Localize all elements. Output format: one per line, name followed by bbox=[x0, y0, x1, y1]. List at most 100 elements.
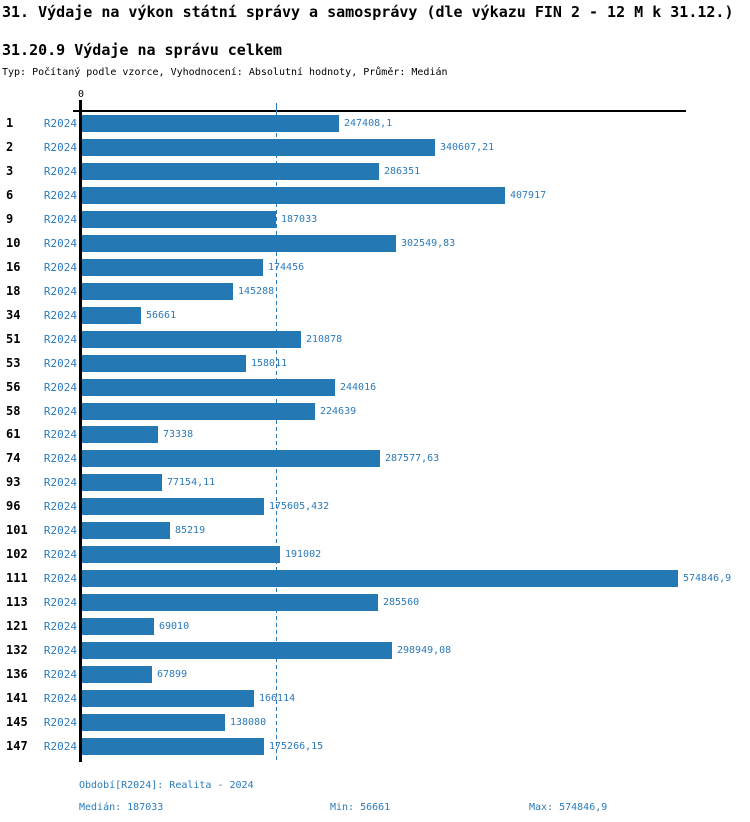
bar bbox=[82, 163, 379, 180]
bar bbox=[82, 714, 225, 731]
bar-value-label: 77154,11 bbox=[167, 477, 216, 488]
chart-row: 58 R2024 224639 bbox=[0, 403, 750, 420]
bar bbox=[82, 331, 301, 348]
bar-value-label: 287577,63 bbox=[385, 453, 440, 464]
bar bbox=[82, 187, 505, 204]
bar-value-label: 166114 bbox=[259, 693, 296, 704]
median-stat-label: Medián: 187033 bbox=[79, 802, 164, 813]
chart-row: 111 R2024 574846,9 bbox=[0, 570, 750, 587]
period-label: Období[R2024]: Realita - 2024 bbox=[79, 780, 254, 791]
row-series-label: R2024 bbox=[43, 620, 77, 633]
row-category-label: 101 bbox=[6, 523, 28, 537]
row-category-label: 2 bbox=[6, 140, 14, 154]
row-category-label: 1 bbox=[6, 116, 14, 130]
row-category-label: 132 bbox=[6, 643, 28, 657]
chart-row: 132 R2024 298949,08 bbox=[0, 642, 750, 659]
bar-value-label: 85219 bbox=[175, 525, 206, 536]
min-stat-label: Min: 56661 bbox=[330, 802, 391, 813]
bar-value-label: 302549,83 bbox=[401, 238, 456, 249]
bar bbox=[82, 642, 392, 659]
bar-value-label: 244016 bbox=[340, 382, 377, 393]
bar-value-label: 224639 bbox=[320, 406, 357, 417]
bar-value-label: 56661 bbox=[146, 310, 177, 321]
bar-value-label: 298949,08 bbox=[397, 645, 452, 656]
row-series-label: R2024 bbox=[43, 141, 77, 154]
bar bbox=[82, 474, 162, 491]
chart-row: 3 R2024 286351 bbox=[0, 163, 750, 180]
row-series-label: R2024 bbox=[43, 285, 77, 298]
bar-value-label: 340607,21 bbox=[440, 142, 495, 153]
median-dashed-line bbox=[276, 112, 277, 762]
row-category-label: 113 bbox=[6, 595, 28, 609]
row-category-label: 6 bbox=[6, 188, 14, 202]
bar-value-label: 175266,15 bbox=[269, 741, 324, 752]
row-series-label: R2024 bbox=[43, 476, 77, 489]
row-category-label: 145 bbox=[6, 715, 28, 729]
chart-row: 147 R2024 175266,15 bbox=[0, 738, 750, 755]
row-series-label: R2024 bbox=[43, 357, 77, 370]
chart-row: 34 R2024 56661 bbox=[0, 307, 750, 324]
row-series-label: R2024 bbox=[43, 405, 77, 418]
row-series-label: R2024 bbox=[43, 524, 77, 537]
row-series-label: R2024 bbox=[43, 692, 77, 705]
chart-row: 96 R2024 175605,432 bbox=[0, 498, 750, 515]
chart-row: 9 R2024 187033 bbox=[0, 211, 750, 228]
chart-row: 16 R2024 174456 bbox=[0, 259, 750, 276]
chart-row: 136 R2024 67899 bbox=[0, 666, 750, 683]
row-category-label: 102 bbox=[6, 547, 28, 561]
row-category-label: 141 bbox=[6, 691, 28, 705]
bar bbox=[82, 379, 335, 396]
indicator-meta: Typ: Počítaný podle vzorce, Vyhodnocení:… bbox=[2, 67, 448, 78]
row-series-label: R2024 bbox=[43, 117, 77, 130]
chart-row: 18 R2024 145288 bbox=[0, 283, 750, 300]
chart-row: 113 R2024 285560 bbox=[0, 594, 750, 611]
chart-row: 51 R2024 210878 bbox=[0, 331, 750, 348]
row-series-label: R2024 bbox=[43, 261, 77, 274]
y-axis-zero-line bbox=[79, 100, 82, 762]
bar bbox=[82, 115, 339, 132]
row-series-label: R2024 bbox=[43, 333, 77, 346]
bar bbox=[82, 450, 380, 467]
chart-row: 93 R2024 77154,11 bbox=[0, 474, 750, 491]
row-category-label: 18 bbox=[6, 284, 21, 298]
bar-value-label: 174456 bbox=[268, 262, 305, 273]
row-series-label: R2024 bbox=[43, 644, 77, 657]
row-category-label: 56 bbox=[6, 380, 21, 394]
row-category-label: 58 bbox=[6, 404, 21, 418]
bar bbox=[82, 690, 254, 707]
row-series-label: R2024 bbox=[43, 596, 77, 609]
row-category-label: 34 bbox=[6, 308, 21, 322]
row-series-label: R2024 bbox=[43, 381, 77, 394]
bar bbox=[82, 522, 170, 539]
row-category-label: 147 bbox=[6, 739, 28, 753]
chart-row: 10 R2024 302549,83 bbox=[0, 235, 750, 252]
max-stat-label: Max: 574846,9 bbox=[529, 802, 608, 813]
row-series-label: R2024 bbox=[43, 165, 77, 178]
chart-row: 141 R2024 166114 bbox=[0, 690, 750, 707]
bar bbox=[82, 666, 152, 683]
row-series-label: R2024 bbox=[43, 213, 77, 226]
bar-value-label: 210878 bbox=[306, 334, 343, 345]
bar bbox=[82, 307, 141, 324]
row-category-label: 10 bbox=[6, 236, 21, 250]
row-series-label: R2024 bbox=[43, 237, 77, 250]
axis-zero-label: 0 bbox=[77, 89, 85, 100]
bar-value-label: 191002 bbox=[285, 549, 322, 560]
row-series-label: R2024 bbox=[43, 740, 77, 753]
bar-value-label: 69010 bbox=[159, 621, 190, 632]
bar bbox=[82, 355, 246, 372]
bar bbox=[82, 235, 396, 252]
row-series-label: R2024 bbox=[43, 309, 77, 322]
bar bbox=[82, 139, 435, 156]
median-tick bbox=[276, 103, 277, 112]
row-category-label: 16 bbox=[6, 260, 21, 274]
bar-value-label: 67899 bbox=[157, 669, 188, 680]
chart-row: 56 R2024 244016 bbox=[0, 379, 750, 396]
row-category-label: 53 bbox=[6, 356, 21, 370]
row-category-label: 121 bbox=[6, 619, 28, 633]
row-category-label: 74 bbox=[6, 451, 21, 465]
row-category-label: 3 bbox=[6, 164, 14, 178]
bar bbox=[82, 259, 263, 276]
row-series-label: R2024 bbox=[43, 548, 77, 561]
chart-row: 121 R2024 69010 bbox=[0, 618, 750, 635]
